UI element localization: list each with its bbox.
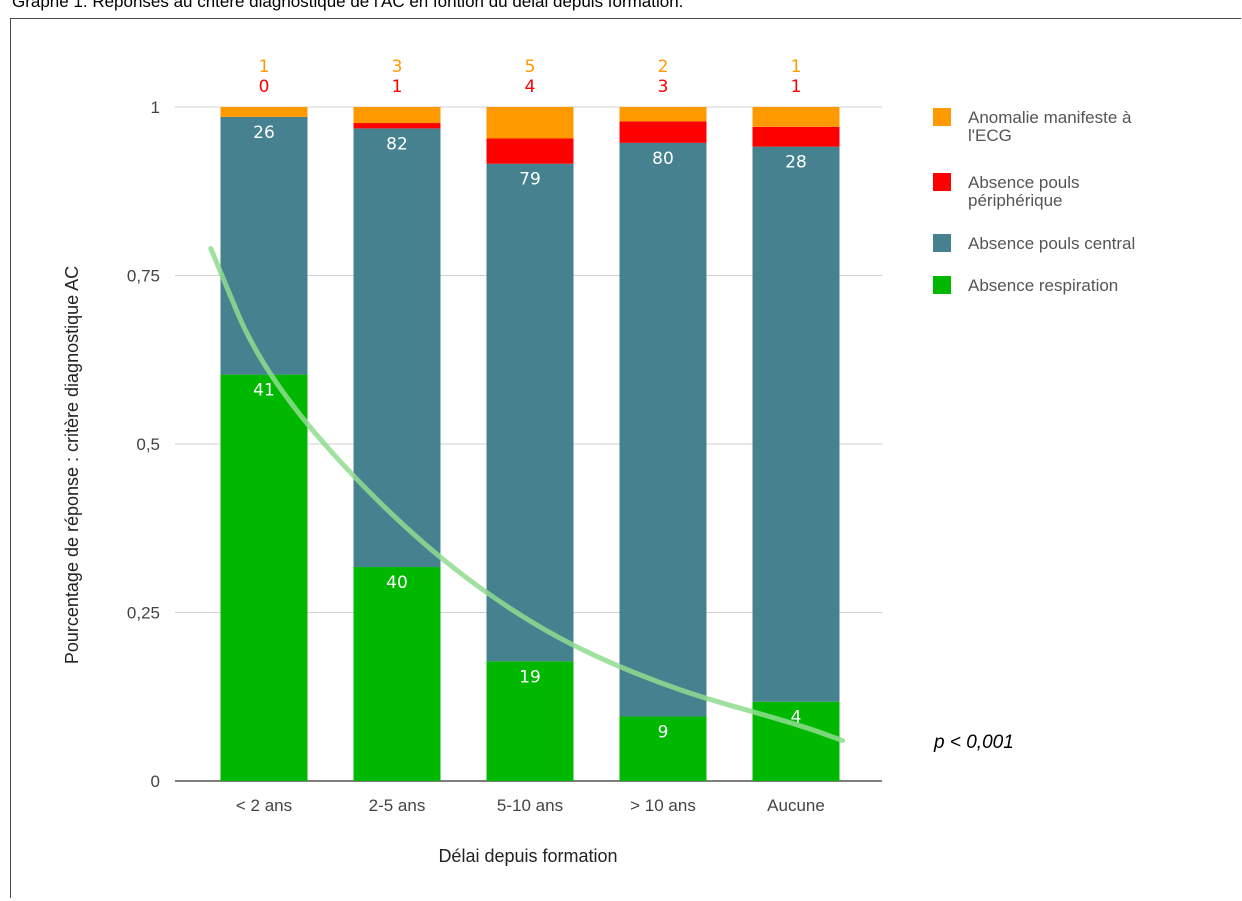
bar-segment	[619, 142, 707, 717]
bar-segment	[353, 128, 441, 568]
axes: 0 0,25 0,5 0,75 1 < 2 ans 2-5 ans 5-10 ans > 10 …	[127, 98, 825, 815]
legend-item: Absence respiration	[933, 276, 1118, 295]
legend-swatch	[933, 276, 951, 294]
y-tick-label: 0,5	[136, 435, 160, 454]
legend-swatch	[933, 108, 951, 126]
y-tick-label: 0	[151, 772, 160, 791]
data-label: 0	[259, 77, 270, 97]
bar-segment	[220, 116, 308, 375]
data-label: 41	[253, 381, 275, 401]
x-axis-title: Délai depuis formation	[438, 846, 617, 866]
bar-segment	[486, 107, 574, 139]
bar-segment	[353, 567, 441, 781]
chart-frame	[10, 18, 1241, 898]
data-label: 28	[785, 153, 807, 173]
bar-segment	[353, 123, 441, 129]
data-label: 1	[791, 57, 802, 77]
legend-label: Absence pouls central	[968, 234, 1135, 253]
bar-segment	[752, 126, 840, 147]
data-label: 82	[386, 134, 408, 154]
bar-segment	[486, 138, 574, 164]
data-label: 40	[386, 573, 408, 593]
y-tick-label: 0,25	[127, 604, 160, 623]
data-label: 1	[392, 77, 403, 97]
data-label: 9	[658, 722, 669, 742]
legend-item: Absence pouls périphérique	[933, 173, 1080, 210]
legend-label: Anomalie manifeste à l'ECG	[968, 108, 1132, 145]
y-tick-label: 1	[151, 98, 160, 117]
data-label: 4	[525, 77, 536, 97]
bar-segment	[752, 107, 840, 127]
y-axis-title: Pourcentage de réponse : critère diagnos…	[62, 266, 82, 664]
data-label: 1	[259, 57, 270, 77]
data-label: 2	[658, 57, 669, 77]
x-tick-label: 5-10 ans	[497, 796, 563, 815]
bar-segment	[619, 716, 707, 781]
data-label: 3	[658, 77, 669, 97]
bar-segment	[619, 121, 707, 143]
bar-segment	[220, 374, 308, 781]
x-tick-label: 2-5 ans	[369, 796, 426, 815]
data-label: 1	[791, 77, 802, 97]
p-value-annotation: p < 0,001	[933, 732, 1014, 753]
legend-item: Anomalie manifeste à l'ECG	[933, 108, 1132, 145]
bar-segment	[752, 146, 840, 702]
bar-segment	[486, 163, 574, 662]
bar-segment	[619, 107, 707, 122]
data-label: 3	[392, 57, 403, 77]
x-tick-label: < 2 ans	[236, 796, 292, 815]
legend-item: Absence pouls central	[933, 234, 1135, 253]
bar-segment	[220, 107, 308, 117]
bar-segment	[486, 661, 574, 781]
data-label: 79	[519, 170, 541, 190]
data-label: 80	[652, 149, 674, 169]
legend: Anomalie manifeste à l'ECG Absence pouls pé…	[933, 108, 1135, 295]
trendline	[208, 246, 846, 744]
legend-label: Absence pouls périphérique	[968, 173, 1080, 210]
data-label: 4	[791, 708, 802, 728]
legend-swatch	[933, 234, 951, 252]
data-label: 19	[519, 667, 541, 687]
data-label: 5	[525, 57, 536, 77]
bar-segment	[353, 107, 441, 124]
x-tick-label: > 10 ans	[630, 796, 696, 815]
trend-curve	[208, 246, 846, 744]
x-tick-label: Aucune	[767, 796, 825, 815]
bars	[220, 107, 840, 781]
legend-swatch	[933, 173, 951, 191]
figure-caption: Graphe 1. Réponses au critère diagnostiq…	[12, 0, 684, 11]
data-label: 26	[253, 123, 275, 143]
legend-label: Absence respiration	[968, 276, 1118, 295]
y-tick-label: 0,75	[127, 267, 160, 286]
